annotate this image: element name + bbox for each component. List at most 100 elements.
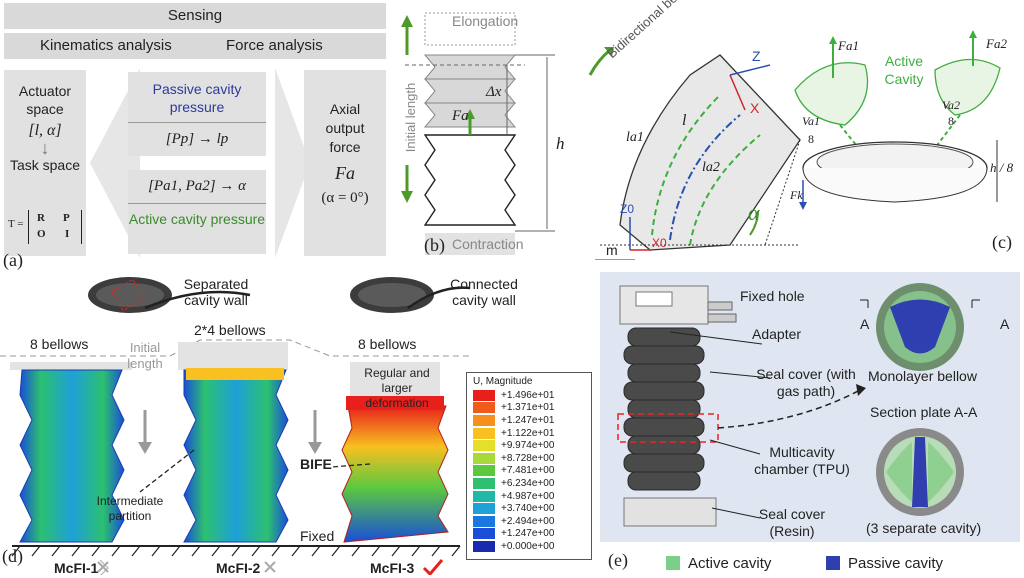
- three-cavity-label: (3 separate cavity): [866, 520, 982, 536]
- legend-row: +9.974e+00: [473, 439, 591, 452]
- t-matrix: R P O I: [28, 210, 82, 244]
- va1-label: Va1: [802, 114, 820, 128]
- va2-denominator: 8: [948, 114, 954, 128]
- fa-symbol: Fa: [335, 163, 355, 183]
- actuator-vars: [l, α]: [28, 122, 62, 139]
- fixed-label: Fixed: [300, 528, 335, 544]
- panel-e-letter: (e): [608, 550, 628, 570]
- panel-b-letter: (b): [424, 235, 445, 255]
- legend-row: +2.494e+00: [473, 515, 591, 528]
- bellow-diagram: [401, 12, 801, 260]
- legend-swatch: [473, 465, 495, 477]
- fa1-label: Fa1: [838, 38, 859, 53]
- section-plate-label: Section plate A-A: [870, 404, 978, 420]
- cavity-diagram: [794, 30, 1001, 210]
- legend-value: +0.000e+00: [501, 540, 555, 552]
- z-axis-label: Z: [752, 48, 761, 64]
- legend-row: +1.496e+01: [473, 389, 591, 402]
- legend-value: +8.728e+00: [501, 452, 555, 464]
- legend-swatch: [473, 389, 495, 401]
- passive-label: Passive cavity pressure: [152, 81, 242, 115]
- bellows1-label: 8 bellows: [30, 336, 89, 352]
- actuator-space-label: Actuator space: [18, 83, 72, 117]
- mcfi2-label: McFI-2: [216, 560, 261, 576]
- monolayer-label: Monolayer bellow: [868, 368, 977, 384]
- initial-length-d-label: Initial length: [127, 340, 163, 371]
- legend-row: +1.247e+00: [473, 528, 591, 541]
- legend-swatch: [473, 540, 495, 552]
- legend-value: +6.234e+00: [501, 477, 555, 489]
- legend-swatch: [473, 503, 495, 515]
- panel-d-letter: (d): [2, 546, 23, 566]
- kinematics-label: Kinematics analysis: [40, 37, 172, 54]
- analysis-bar: Kinematics analysis Force analysis: [4, 33, 386, 59]
- fem-diagram: [0, 277, 470, 575]
- legend-swatch: [473, 490, 495, 502]
- multicavity-label: Multicavity chamber (TPU): [754, 444, 850, 477]
- bellows3-label: 8 bellows: [358, 336, 417, 352]
- la2-label: la2: [702, 160, 720, 175]
- legend-row: +4.987e+00: [473, 490, 591, 503]
- matrix-o: O: [37, 228, 46, 240]
- mcfi1-label: McFI-1: [54, 560, 99, 576]
- legend-row: +6.234e+00: [473, 477, 591, 490]
- legend-row: +7.481e+00: [473, 465, 591, 478]
- alpha-label: α: [748, 200, 760, 225]
- connected-label: Connected cavity wall: [450, 276, 518, 308]
- sensing-label: Sensing: [167, 7, 223, 24]
- legend-swatch: [473, 402, 495, 414]
- seal-cover-top-label: Seal cover (with gas path): [756, 366, 856, 399]
- legend-value: +4.987e+00: [501, 490, 555, 502]
- legend-value: +9.974e+00: [501, 440, 555, 452]
- legend-row: +8.728e+00: [473, 452, 591, 465]
- panel-a-letter: (a): [3, 250, 23, 270]
- active-equation: [Pa1, Pa2] → α: [148, 178, 246, 194]
- matrix-r: R: [37, 212, 45, 224]
- legend-value: +1.247e+00: [501, 528, 555, 540]
- x-axis-label: X: [750, 100, 760, 116]
- bife-label: BIFE: [300, 456, 332, 472]
- dx-label: Δx: [486, 84, 502, 100]
- elongation-label: Elongation: [452, 13, 519, 29]
- fa-label: Fa: [452, 108, 469, 124]
- legend-value: +1.496e+01: [501, 389, 555, 401]
- sensing-bar: Sensing: [4, 3, 386, 29]
- legend-swatch: [473, 427, 495, 439]
- legend-swatch: [473, 515, 495, 527]
- legend-title: U, Magnitude: [473, 376, 533, 387]
- matrix-p: P: [63, 212, 70, 224]
- section-a-left: A: [860, 316, 870, 332]
- fk-label: Fk: [790, 188, 803, 202]
- prototype-diagram: [617, 283, 980, 527]
- seal-cover-bottom-label: Seal cover (Resin): [758, 506, 826, 539]
- legend-swatch: [473, 528, 495, 540]
- active-box: [Pa1, Pa2] → α Active cavity pressure: [128, 170, 266, 254]
- x0-label: X0: [652, 236, 667, 250]
- legend-passive-swatch: [826, 556, 840, 570]
- legend-row: +0.000e+00: [473, 540, 591, 553]
- legend-value: +1.371e+01: [501, 402, 555, 414]
- legend-swatch: [473, 477, 495, 489]
- legend-swatch: [473, 440, 495, 452]
- active-label: Active cavity pressure: [128, 211, 266, 227]
- legend-value: +2.494e+00: [501, 515, 555, 527]
- fixed-hole-label: Fixed hole: [740, 288, 805, 304]
- regular-label: Regular and larger deformation: [364, 366, 430, 410]
- legend-passive-label: Passive cavity: [848, 555, 944, 572]
- axial-label: Axial output force: [325, 101, 365, 155]
- legend-value: +3.740e+00: [501, 503, 555, 515]
- section-a-right: A: [1000, 316, 1010, 332]
- bellows2-label: 2*4 bellows: [194, 322, 266, 338]
- fa2-label: Fa2: [986, 36, 1007, 51]
- adapter-label: Adapter: [752, 326, 802, 342]
- active-cavity-label: Active Cavity: [884, 53, 924, 87]
- legend-value: +7.481e+00: [501, 465, 555, 477]
- la1-label: la1: [626, 130, 644, 145]
- intermediate-label: Intermediate partition: [96, 494, 164, 523]
- contraction-label: Contraction: [452, 236, 524, 252]
- legend-row: +1.122e+01: [473, 427, 591, 440]
- legend-value: +1.122e+01: [501, 427, 555, 439]
- m-label: m: [606, 242, 618, 258]
- l-label: l: [682, 112, 687, 129]
- legend-row: +1.247e+01: [473, 414, 591, 427]
